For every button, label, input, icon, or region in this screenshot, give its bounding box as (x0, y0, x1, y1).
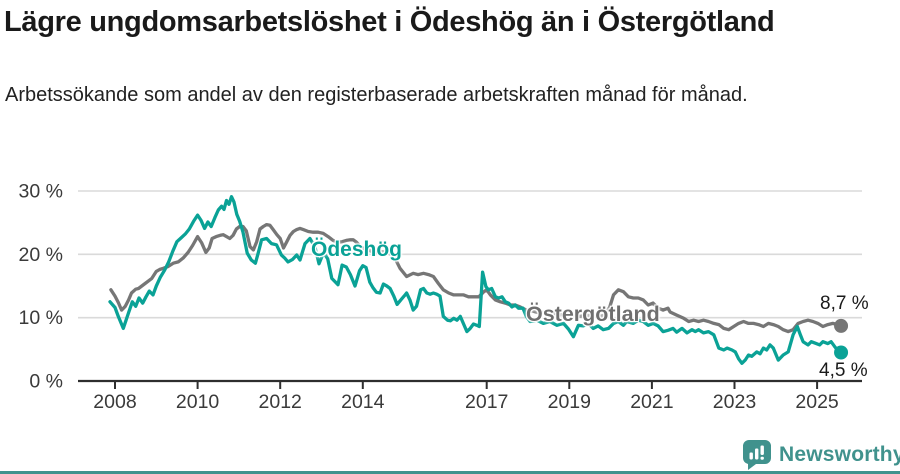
x-axis-tick-label: 2014 (341, 391, 385, 413)
end-dot-ostergotland (834, 318, 849, 333)
line-odeshog (108, 195, 843, 365)
y-axis-tick-label: 10 % (19, 307, 63, 329)
end-dot-odeshog (834, 345, 849, 360)
x-axis-tick-label: 2021 (630, 391, 673, 413)
series-label-ostergotland: Östergötland (526, 302, 660, 326)
newsworthy-logo-icon (742, 439, 772, 471)
x-axis-tick-label: 2017 (465, 391, 508, 413)
series-label-odeshog: Ödeshög (311, 238, 403, 261)
bottom-accent-bar (0, 471, 900, 474)
end-value-label-ostergotland: 8,7 % (820, 293, 869, 314)
newsworthy-logo-text: Newsworthy (779, 443, 900, 466)
x-axis-tick-label: 2025 (795, 391, 839, 413)
chart-subtitle: Arbetssökande som andel av den registerb… (5, 84, 748, 106)
page-title: Lägre ungdomsarbetslöshet i Ödeshög än i… (4, 6, 775, 38)
x-axis-tick-label: 2023 (713, 391, 756, 413)
line-ostergotland (109, 222, 843, 334)
x-axis-tick-label: 2012 (259, 391, 302, 413)
y-axis-tick-label: 20 % (19, 244, 63, 266)
end-value-label-odeshog: 4,5 % (819, 360, 868, 381)
x-axis-tick-label: 2010 (176, 391, 220, 413)
y-axis-tick-label: 30 % (19, 181, 63, 203)
x-axis-tick-label: 2019 (548, 391, 591, 413)
y-axis-tick-label: 0 % (29, 371, 63, 393)
newsworthy-logo: Newsworthy (742, 439, 900, 471)
x-axis-tick-label: 2008 (93, 391, 136, 413)
